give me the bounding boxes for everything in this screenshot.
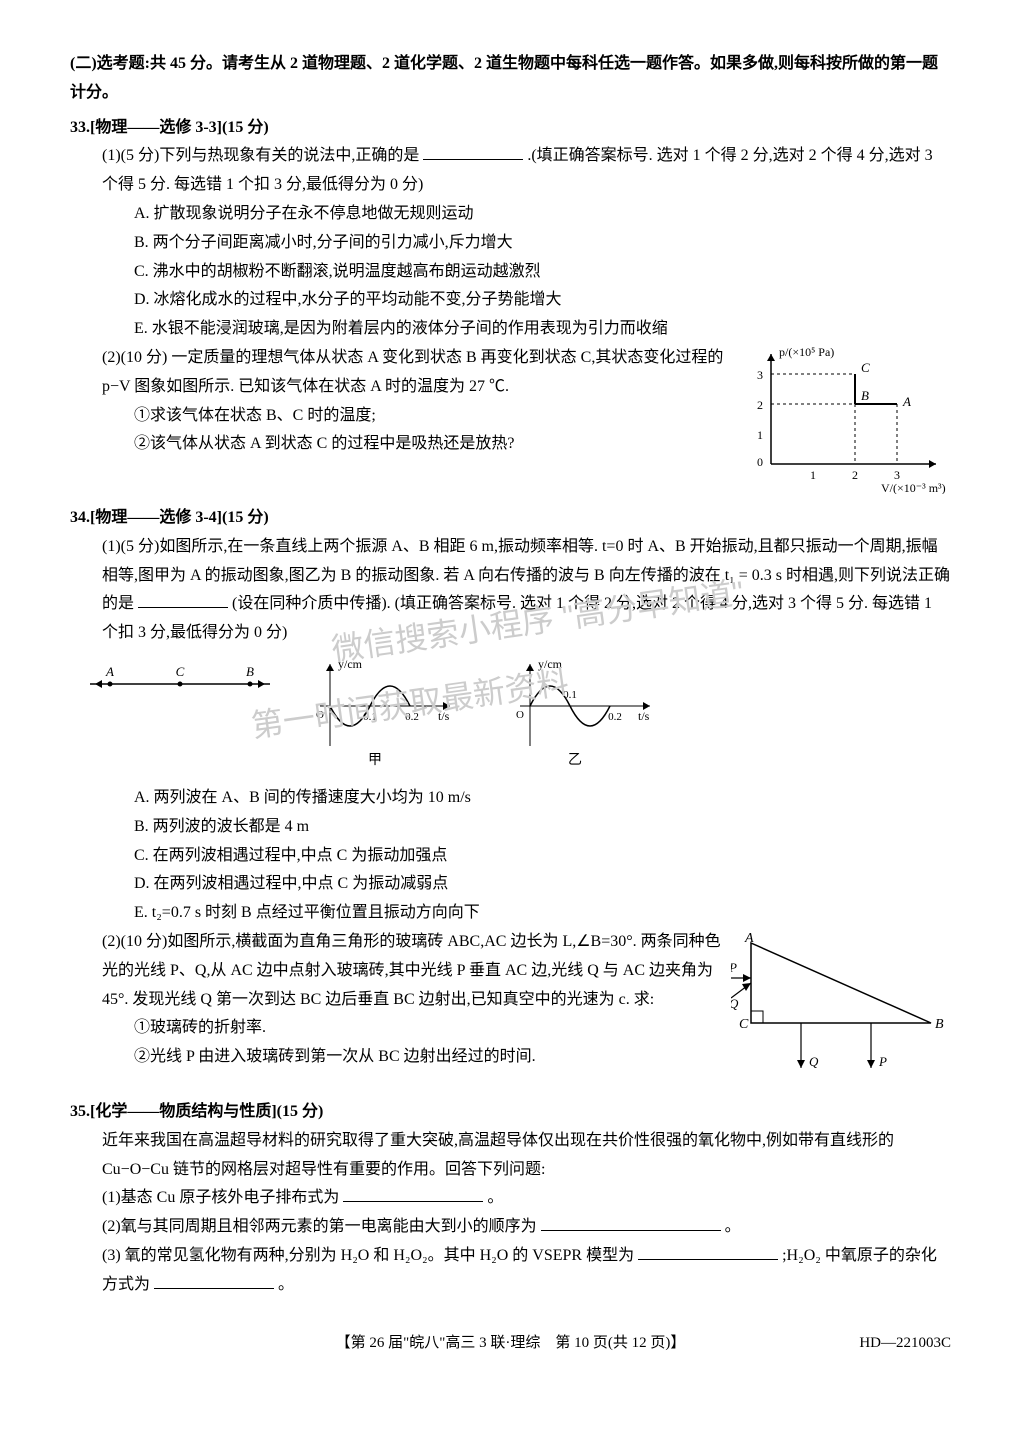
svg-text:Q: Q [809,1054,819,1069]
q33-p2-q1: ①求该气体在状态 B、C 时的温度; [134,402,741,431]
q34-heading: 34.[物理——选修 3-4](15 分) [70,504,951,533]
svg-text:A: A [744,931,754,946]
q35-q1: (1)基态 Cu 原子核外电子排布式为 。 [102,1184,951,1213]
q33-optA: A. 扩散现象说明分子在永不停息地做无规则运动 [134,200,951,229]
q33-optB: B. 两个分子间距离减小时,分子间的引力减小,斥力增大 [134,229,951,258]
blank [343,1185,483,1202]
blank [541,1214,721,1231]
q33-optC: C. 沸水中的胡椒粉不断翻滚,说明温度越高布朗运动越激烈 [134,258,951,287]
q34-optB: B. 两列波的波长都是 4 m [134,813,951,842]
svg-text:C: C [176,664,185,679]
q34-optC: C. 在两列波相遇过程中,中点 C 为振动加强点 [134,842,951,871]
svg-text:甲: 甲 [368,753,382,768]
svg-text:0.2: 0.2 [405,711,419,723]
svg-text:0.1: 0.1 [363,711,377,723]
svg-text:2: 2 [852,468,858,482]
svg-text:2: 2 [757,398,763,412]
q33-p2: (2)(10 分) 一定质量的理想气体从状态 A 变化到状态 B 再变化到状态 … [102,344,741,402]
svg-text:0.2: 0.2 [608,711,622,723]
svg-text:A: A [105,664,114,679]
svg-text:0: 0 [757,455,763,469]
q34-p2: (2)(10 分)如图所示,横截面为直角三角形的玻璃砖 ABC,AC 边长为 L… [102,928,731,1014]
svg-text:C: C [739,1017,749,1032]
svg-text:O: O [316,709,324,721]
svg-text:y/cm: y/cm [338,657,363,671]
svg-text:t/s: t/s [438,709,450,723]
svg-text:3: 3 [894,468,900,482]
q33-p2-q2: ②该气体从状态 A 到状态 C 的过程中是吸热还是放热? [134,430,741,459]
page-footer: 【第 26 届"皖八"高三 3 联·理综 第 10 页(共 12 页)】 HD—… [70,1330,951,1357]
svg-text:乙: 乙 [568,752,582,768]
q34-p2-q2: ②光线 P 由进入玻璃砖到第一次从 BC 边射出经过的时间. [134,1043,731,1072]
svg-text:y/cm: y/cm [538,657,563,671]
q35-heading: 35.[化学——物质结构与性质](15 分) [70,1098,951,1127]
q34-optE: E. t₂=0.7 s 时刻 B 点经过平衡位置且振动方向向下 [134,899,951,928]
svg-text:P: P [878,1054,887,1069]
svg-text:0.1: 0.1 [563,689,577,701]
svg-text:1: 1 [810,468,816,482]
svg-text:t/s: t/s [638,709,650,723]
q33-heading: 33.[物理——选修 3-3](15 分) [70,114,951,143]
svg-text:B: B [935,1017,944,1032]
section-header: (二)选考题:共 45 分。请考生从 2 道物理题、2 道化学题、2 道生物题中… [70,50,951,108]
pv-ylabel: p/(×10⁵ Pa) [779,345,834,359]
svg-text:1: 1 [757,428,763,442]
svg-text:C: C [861,360,870,375]
svg-text:A: A [902,394,911,409]
svg-text:B: B [861,388,869,403]
svg-text:B: B [246,664,254,679]
svg-text:3: 3 [757,368,763,382]
svg-text:P: P [731,960,737,975]
q33-p1-intro: (1)(5 分)下列与热现象有关的说法中,正确的是 [102,147,419,164]
footer-right: HD—221003C [859,1330,951,1357]
q33-optD: D. 冰熔化成水的过程中,水分子的平均动能不变,分子势能增大 [134,286,951,315]
blank [638,1243,778,1260]
q34-optD: D. 在两列波相遇过程中,中点 C 为振动减弱点 [134,870,951,899]
q34-optA: A. 两列波在 A、B 间的传播速度大小均为 10 m/s [134,784,951,813]
q34-p1a: (1)(5 分)如图所示,在一条直线上两个振源 A、B 相距 6 m,振动频率相… [102,533,951,648]
wave-figure: 第一时间获取最新资料 A C B y/cm t/s O 0.1 0.2 甲 [70,656,951,776]
q34-p2-q1: ①玻璃砖的折射率. [134,1014,731,1043]
pv-chart: 1 2 3 1 2 3 0 A B C p/(×10⁵ Pa) V/(×10⁻³… [741,344,951,494]
pv-xlabel: V/(×10⁻³ m³) [881,481,946,494]
footer-center: 【第 26 届"皖八"高三 3 联·理综 第 10 页(共 12 页)】 [336,1335,686,1351]
blank [423,143,523,160]
q35-q3: (3) 氧的常见氢化物有两种,分别为 H₂O 和 H₂O₂。其中 H₂O 的 V… [102,1242,951,1300]
svg-text:Q: Q [731,996,739,1011]
q35-intro: 近年来我国在高温超导材料的研究取得了重大突破,高温超导体仅出现在共价性很强的氧化… [102,1127,951,1185]
q33-optE: E. 水银不能浸润玻璃,是因为附着层内的液体分子间的作用表现为引力而收缩 [134,315,951,344]
q35-q2: (2)氧与其同周期且相邻两元素的第一电离能由大到小的顺序为 。 [102,1213,951,1242]
blank [138,591,228,608]
triangle-figure: A B C P Q Q P [731,928,951,1098]
svg-text:O: O [516,709,524,721]
q33-p1: (1)(5 分)下列与热现象有关的说法中,正确的是 .(填正确答案标号. 选对 … [102,142,951,200]
blank [154,1272,274,1289]
